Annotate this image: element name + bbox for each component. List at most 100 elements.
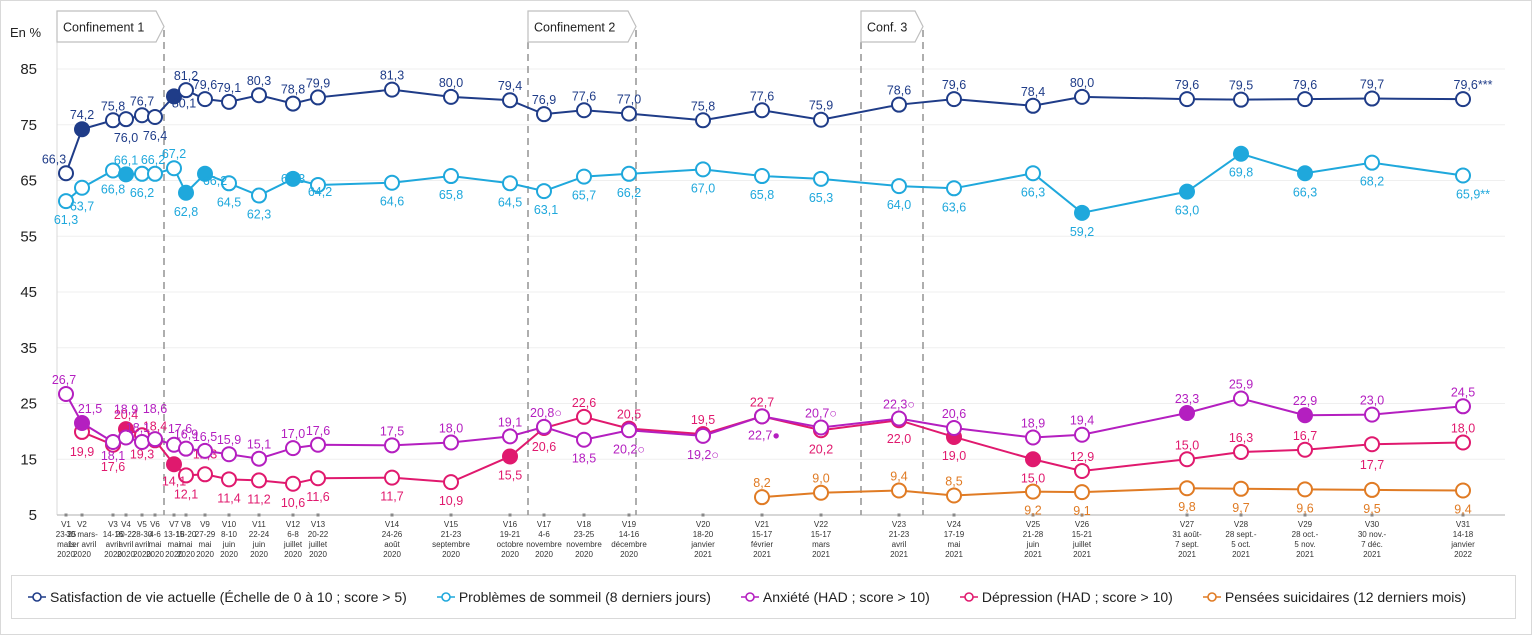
data-point-depression bbox=[310, 470, 326, 487]
x-tick-mark bbox=[1370, 513, 1374, 517]
x-tick-label: V6 4-6 mai 2020 bbox=[146, 520, 164, 559]
data-label-depression: 18,4 bbox=[143, 419, 167, 433]
data-point-suicidaires bbox=[1364, 481, 1380, 498]
data-label-anxiete: 19,4 bbox=[1070, 414, 1094, 428]
data-point-depression bbox=[1025, 451, 1041, 468]
data-point-sommeil bbox=[134, 165, 150, 182]
data-label-sommeil: 63,6 bbox=[942, 200, 966, 214]
lockdown-tag bbox=[860, 10, 924, 43]
data-label-sommeil: 65,7 bbox=[572, 189, 596, 203]
x-tick-label: V31 14-18 janvier 2022 bbox=[1450, 520, 1475, 559]
data-point-satisfaction bbox=[58, 165, 74, 182]
data-label-depression: 20,2 bbox=[809, 442, 833, 456]
data-label-satisfaction: 79,6*** bbox=[1454, 78, 1493, 92]
x-tick-label: V8 18-20 mai 2020 bbox=[176, 520, 197, 559]
y-axis-title: En % bbox=[10, 25, 42, 40]
data-point-sommeil bbox=[197, 165, 213, 182]
data-label-depression: 18,0 bbox=[1451, 422, 1475, 436]
x-tick-mark bbox=[819, 513, 823, 517]
data-label-depression: 15,0 bbox=[1021, 471, 1045, 485]
series-satisfaction: 66,374,275,876,076,776,480,181,279,6 79,1… bbox=[42, 69, 1493, 182]
series-sommeil: 61,363,766,866,166,266,267,262,866,264,5… bbox=[54, 145, 1490, 239]
legend-marker-icon bbox=[28, 592, 46, 602]
data-label-satisfaction: 75,9 bbox=[809, 99, 833, 113]
data-point-suicidaires bbox=[1455, 482, 1471, 499]
x-tick-label: V28 28 sept.-5 oct. 2021 bbox=[1225, 520, 1256, 559]
data-label-satisfaction: 80,0 bbox=[439, 76, 463, 90]
data-label-depression: 19,0 bbox=[942, 449, 966, 463]
data-label-satisfaction: 77,6 bbox=[572, 89, 596, 103]
data-label-anxiete: 20,7○ bbox=[805, 406, 837, 420]
x-tick-mark bbox=[64, 513, 68, 517]
data-point-sommeil bbox=[166, 160, 182, 177]
data-label-sommeil: 64,6 bbox=[380, 195, 404, 209]
data-label-anxiete: 20,6 bbox=[942, 407, 966, 421]
x-tick-mark bbox=[153, 513, 157, 517]
data-point-anxiete bbox=[310, 436, 326, 453]
data-point-satisfaction bbox=[178, 82, 194, 99]
data-label-depression: 12,1 bbox=[174, 487, 198, 501]
data-label-satisfaction: 79,6 bbox=[942, 78, 966, 92]
data-label-satisfaction: 80,0 bbox=[1070, 76, 1094, 90]
data-point-satisfaction bbox=[1455, 91, 1471, 108]
data-point-satisfaction bbox=[1233, 91, 1249, 108]
data-point-satisfaction bbox=[502, 92, 518, 109]
data-label-depression: 12,9 bbox=[1070, 450, 1094, 464]
x-tick-mark bbox=[140, 513, 144, 517]
data-label-depression: 20,5 bbox=[617, 408, 641, 422]
data-label-suicidaires: 9,4 bbox=[1454, 502, 1471, 516]
data-label-anxiete: 26,7 bbox=[52, 373, 76, 387]
data-label-satisfaction: 76,9 bbox=[532, 93, 556, 107]
data-label-satisfaction: 81,2 bbox=[174, 69, 198, 83]
data-point-depression bbox=[1297, 441, 1313, 458]
data-label-suicidaires: 9,8 bbox=[1178, 500, 1195, 514]
x-tick-mark bbox=[124, 513, 128, 517]
data-label-anxiete: 18,5 bbox=[572, 452, 596, 466]
y-tick-label: 45 bbox=[20, 284, 37, 301]
data-label-depression: 11,4 bbox=[217, 491, 240, 505]
data-label-sommeil: 64,5 bbox=[217, 195, 241, 209]
data-label-depression: 17,7 bbox=[1360, 458, 1384, 472]
legend: Satisfaction de vie actuelle (Échelle de… bbox=[11, 575, 1516, 619]
data-label-anxiete: 17,0 bbox=[281, 427, 305, 441]
x-tick-mark bbox=[449, 513, 453, 517]
x-tick-label: V2 30 mars-1er avril 2020 bbox=[66, 520, 98, 559]
data-point-satisfaction bbox=[1025, 97, 1041, 114]
data-point-anxiete bbox=[1074, 426, 1090, 443]
data-point-suicidaires bbox=[1074, 484, 1090, 501]
data-label-depression: 11,2 bbox=[247, 492, 270, 506]
data-label-sommeil: 66,2 bbox=[617, 186, 641, 200]
x-tick-mark bbox=[1031, 513, 1035, 517]
data-point-anxiete bbox=[1179, 404, 1195, 421]
data-label-sommeil: 64,5 bbox=[498, 195, 522, 209]
data-label-anxiete: 24,5 bbox=[1451, 385, 1475, 399]
y-tick-label: 15 bbox=[20, 451, 37, 468]
data-label-sommeil: 67,0 bbox=[691, 181, 715, 195]
data-point-anxiete bbox=[221, 446, 237, 463]
data-point-sommeil bbox=[147, 165, 163, 182]
data-label-satisfaction: 80,3 bbox=[247, 74, 271, 88]
x-tick-label: V25 21-28 juin 2021 bbox=[1023, 520, 1044, 559]
data-label-satisfaction: 81,3 bbox=[380, 69, 404, 83]
data-label-anxiete: 21,5 bbox=[78, 402, 102, 416]
x-tick-label: V23 21-23 avril 2021 bbox=[889, 520, 910, 559]
data-point-sommeil bbox=[1025, 165, 1041, 182]
data-label-depression: 19,3 bbox=[130, 447, 154, 461]
lockdown-label: Confinement 1 bbox=[63, 21, 144, 35]
data-point-sommeil bbox=[621, 165, 637, 182]
y-tick-label: 5 bbox=[29, 507, 37, 524]
data-label-depression: 10,6 bbox=[281, 496, 305, 510]
x-tick-mark bbox=[1185, 513, 1189, 517]
data-label-satisfaction: 77,0 bbox=[617, 93, 641, 107]
legend-item-depression: Dépression (HAD ; score > 10) bbox=[959, 589, 1173, 605]
data-label-sommeil: 61,3 bbox=[54, 213, 78, 227]
legend-marker-icon bbox=[436, 592, 455, 602]
data-label-suicidaires: 8,2 bbox=[753, 476, 770, 490]
data-point-sommeil bbox=[695, 161, 711, 178]
data-point-sommeil bbox=[576, 168, 592, 185]
data-point-anxiete bbox=[58, 386, 74, 403]
data-label-suicidaires: 9,7 bbox=[1232, 501, 1249, 515]
x-tick-label: V19 14-16 décembre 2020 bbox=[611, 520, 647, 559]
y-tick-label: 35 bbox=[20, 340, 37, 357]
data-label-anxiete: 18,6 bbox=[143, 402, 167, 416]
